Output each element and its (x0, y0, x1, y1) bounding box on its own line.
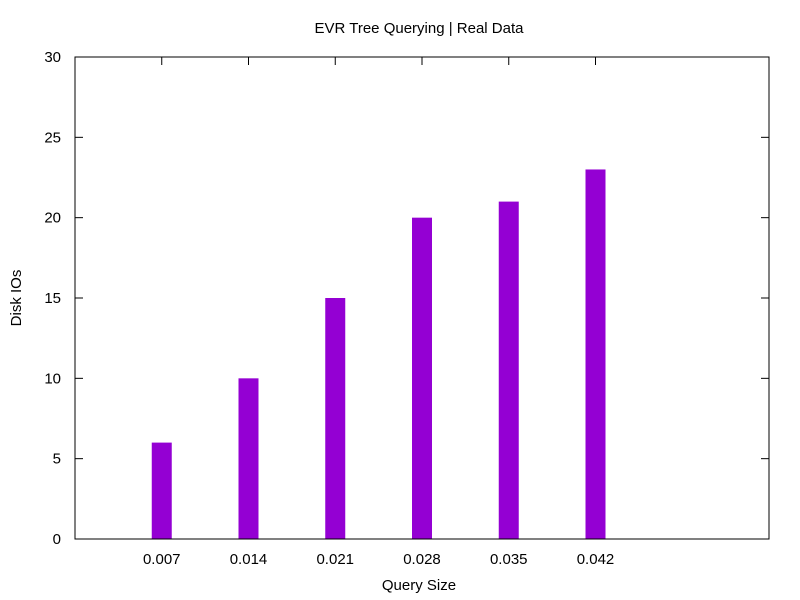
y-tick-label: 25 (44, 129, 61, 146)
bar (498, 201, 519, 539)
x-tick-label: 0.007 (143, 551, 181, 568)
bar (325, 298, 346, 539)
y-axis: 0 5 10 15 20 25 30 (44, 49, 769, 548)
x-tick-label: 0.042 (577, 551, 615, 568)
y-tick-label: 0 (53, 531, 61, 548)
plot-frame (74, 56, 770, 540)
x-tick-label: 0.035 (490, 551, 528, 568)
y-tick-label: 20 (44, 210, 61, 227)
chart-title: EVR Tree Querying | Real Data (315, 20, 525, 37)
x-tick-label: 0.021 (316, 551, 354, 568)
bar (151, 442, 172, 539)
y-tick-label: 30 (44, 49, 61, 66)
bar (238, 378, 259, 539)
x-tick-label: 0.014 (230, 551, 268, 568)
y-tick-label: 15 (44, 290, 61, 307)
y-axis-label: Disk IOs (8, 270, 25, 327)
y-tick-label: 10 (44, 370, 61, 387)
bar-series (151, 169, 606, 539)
bar (412, 217, 432, 539)
x-tick-label: 0.028 (403, 551, 441, 568)
x-axis: 0.007 0.014 0.021 0.028 0.035 0.042 (143, 57, 614, 568)
y-tick-label: 5 (53, 451, 61, 468)
bar (585, 169, 606, 539)
x-axis-label: Query Size (382, 577, 456, 594)
